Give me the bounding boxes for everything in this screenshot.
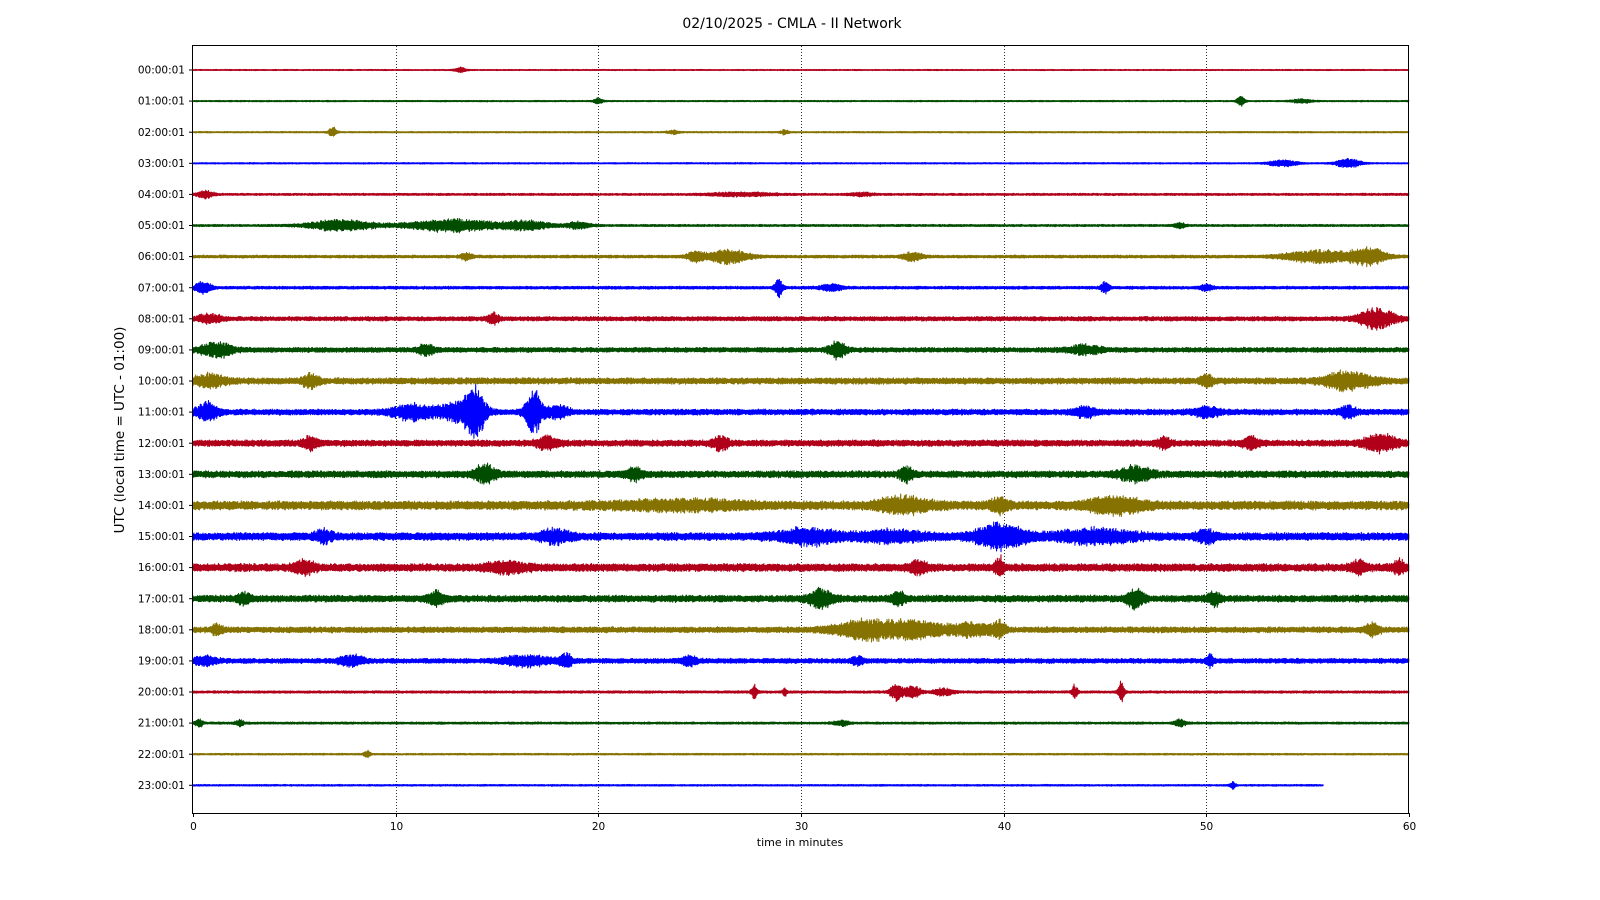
plot-frame: [192, 45, 1409, 814]
y-tick-group: 00:00:01 01:00:01 02:00:01 03:00:01 04:00:01…: [138, 65, 193, 792]
trace-180001: [192, 617, 1410, 643]
trace-110001: [192, 384, 1410, 439]
row-label-180001: 18:00:01: [138, 624, 185, 636]
trace-050001: [192, 217, 1410, 234]
row-label-220001: 22:00:01: [138, 749, 185, 761]
x-tick-label: 0: [190, 821, 197, 833]
x-tick-label: 30: [795, 821, 808, 833]
x-tick-label: 20: [592, 821, 605, 833]
row-label-070001: 07:00:01: [138, 282, 185, 294]
trace-130001: [192, 462, 1410, 485]
y-axis-label: UTC (local time = UTC - 01:00): [112, 327, 128, 534]
row-label-190001: 19:00:01: [138, 656, 185, 668]
trace-120001: [192, 432, 1410, 455]
x-tick-label: 10: [390, 821, 403, 833]
trace-000001: [192, 66, 1410, 74]
trace-220001: [192, 749, 1410, 759]
x-tick-group: 0 10 20 30 40 50 60: [190, 813, 1416, 833]
trace-090001: [192, 340, 1410, 361]
row-label-150001: 15:00:01: [138, 531, 185, 543]
row-label-060001: 06:00:01: [138, 251, 185, 263]
trace-100001: [192, 369, 1410, 393]
trace-160001: [192, 554, 1410, 578]
row-label-110001: 11:00:01: [138, 407, 185, 419]
row-label-050001: 05:00:01: [138, 220, 185, 232]
row-label-010001: 01:00:01: [138, 96, 185, 108]
trace-230001: [192, 780, 1324, 790]
row-label-120001: 12:00:01: [138, 438, 185, 450]
x-axis-label: time in minutes: [757, 836, 844, 849]
trace-190001: [192, 651, 1410, 670]
row-label-040001: 04:00:01: [138, 189, 185, 201]
row-label-230001: 23:00:01: [138, 780, 185, 792]
x-tick-label: 50: [1200, 821, 1213, 833]
row-label-210001: 21:00:01: [138, 718, 185, 730]
trace-200001: [192, 680, 1410, 703]
trace-010001: [192, 95, 1410, 107]
x-tick-label: 40: [998, 821, 1011, 833]
row-label-030001: 03:00:01: [138, 158, 185, 170]
row-label-160001: 16:00:01: [138, 562, 185, 574]
grid-lines: [396, 46, 1207, 813]
trace-040001: [192, 189, 1410, 200]
trace-170001: [192, 586, 1410, 611]
row-label-140001: 14:00:01: [138, 500, 185, 512]
trace-030001: [192, 157, 1410, 169]
row-label-170001: 17:00:01: [138, 593, 185, 605]
trace-140001: [192, 493, 1410, 518]
row-label-100001: 10:00:01: [138, 376, 185, 388]
trace-080001: [192, 306, 1410, 331]
trace-070001: [192, 278, 1410, 299]
row-label-020001: 02:00:01: [138, 127, 185, 139]
trace-group: [192, 66, 1410, 790]
row-label-000001: 00:00:01: [138, 65, 185, 77]
row-label-200001: 20:00:01: [138, 687, 185, 699]
trace-060001: [192, 246, 1410, 268]
trace-150001: [192, 521, 1410, 553]
row-label-090001: 09:00:01: [138, 345, 185, 357]
trace-020001: [192, 126, 1410, 137]
x-tick-label: 60: [1403, 821, 1416, 833]
trace-210001: [192, 718, 1410, 728]
row-label-080001: 08:00:01: [138, 313, 185, 325]
row-label-130001: 13:00:01: [138, 469, 185, 481]
chart-title: 02/10/2025 - CMLA - II Network: [682, 16, 902, 32]
